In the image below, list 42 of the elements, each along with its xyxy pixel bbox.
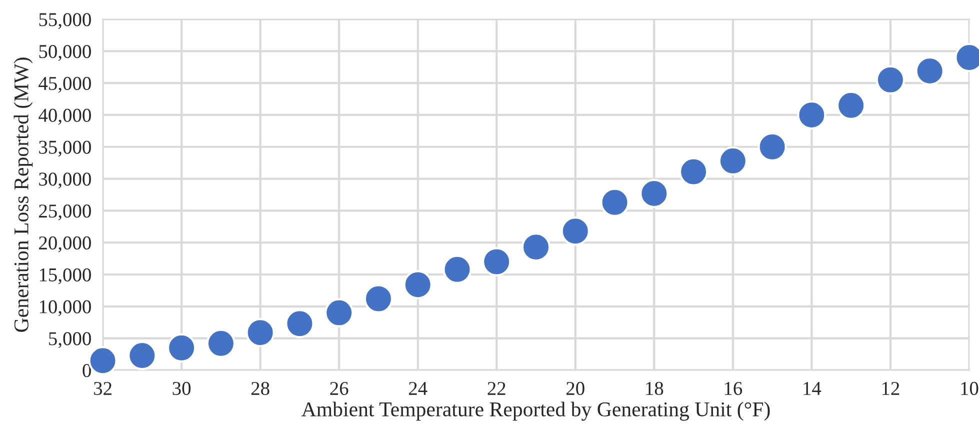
y-tick-label: 30,000 [39,172,91,189]
x-tick-label: 22 [488,382,506,395]
y-tick-label: 40,000 [38,108,91,125]
y-tick-label: 20,000 [39,236,91,252]
point [640,178,669,208]
point [600,188,630,217]
y-tick-label: 15,000 [40,268,91,284]
point [364,284,394,314]
x-tick-label: 32 [94,382,112,396]
x-tick-label: 10 [961,382,978,396]
x-tick-label: 14 [804,382,822,395]
x-tick-label: 16 [724,382,742,396]
y-tick-label: 50,000 [39,44,91,61]
point [324,298,354,328]
point [718,146,748,176]
y-tick-label: 5,000 [49,332,91,348]
x-tick-label: 12 [882,382,900,395]
point [758,132,787,162]
y-tick-label: 45,000 [38,76,91,93]
point [442,254,472,284]
y-axis-title: Generation Loss Reported (MW) [14,58,33,332]
y-tick-label: 0 [82,364,91,378]
x-tick-label: 20 [566,382,584,396]
y-tick-label: 55,000 [39,13,91,29]
point [678,157,708,186]
point [797,100,826,130]
point [246,318,275,348]
x-tick-label: 30 [172,382,191,396]
point [560,216,590,246]
y-tick-label: 10,000 [40,300,91,316]
x-tick-label: 28 [251,382,270,396]
point [876,65,906,94]
point [403,270,432,300]
x-tick-label: 24 [408,382,428,395]
x-axis-title: Ambient Temperature Reported by Generating Unit (°F) [302,402,770,421]
point [482,247,512,276]
point [285,309,314,338]
x-tick-label: 26 [330,382,348,396]
point [206,328,236,358]
x-tick-label: 18 [646,382,664,396]
y-tick-label: 35,000 [39,140,91,157]
y-tick-label: 25,000 [39,204,91,220]
